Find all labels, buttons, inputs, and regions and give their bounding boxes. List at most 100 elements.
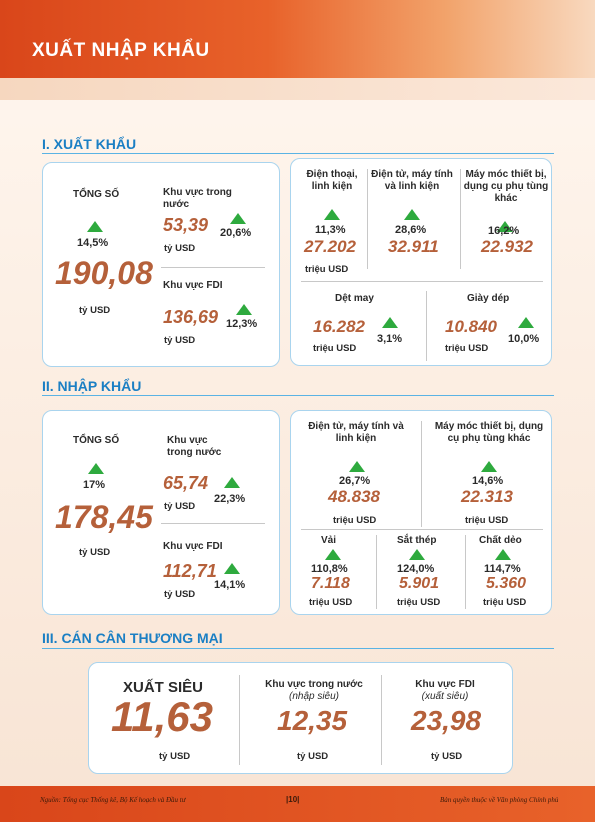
export-item-value: 27.202: [304, 237, 356, 256]
import-item-up-icon: [481, 461, 497, 472]
import-item-label: Điện tử, máy tính và linh kiện: [308, 421, 404, 444]
import-item-value: 22.313: [461, 487, 513, 506]
import-item-unit: triệu USD: [309, 597, 353, 608]
trade-fdi-unit: tỷ USD: [431, 751, 463, 762]
export-item-value: 22.932: [481, 237, 533, 256]
export-domestic-pct: 20,6%: [220, 227, 252, 239]
trade-domestic-value: 12,35: [277, 705, 348, 736]
export-item-pct: 16,2%: [488, 225, 520, 237]
export-fdi-unit: tỷ USD: [164, 335, 196, 346]
import-item-label: Chất dẻo: [479, 535, 522, 546]
trade-domestic-label: Khu vực trong nước: [265, 679, 363, 690]
import-item-value: 5.360: [486, 575, 527, 592]
export-items-card: Điện thoại, linh kiện 11,3% 27.202 triệu…: [290, 158, 552, 366]
trade-section-line: [42, 648, 554, 649]
export-item-label: Dệt may: [335, 293, 374, 304]
trade-surplus-unit: tỷ USD: [159, 751, 191, 762]
import-summary-divider: [161, 523, 265, 524]
footer-bar: [0, 786, 595, 822]
export-fdi-value: 136,69: [163, 307, 219, 327]
trade-section-title: III. CÁN CÂN THƯƠNG MẠI: [42, 630, 223, 646]
import-item-up-icon: [325, 549, 341, 560]
import-summary-card: TỔNG SỐ 17% 178,45 tỷ USD Khu vực trong …: [42, 410, 280, 615]
import-section-line: [42, 395, 554, 396]
import-item-value: 7.118: [311, 575, 350, 592]
page-title: XUẤT NHẬP KHẨU: [32, 40, 210, 61]
import-fdi-value: 112,71: [163, 561, 217, 581]
import-item-pct: 124,0%: [397, 563, 435, 575]
import-items-card: Điện tử, máy tính và linh kiện 26,7% 48.…: [290, 410, 552, 615]
trade-surplus-value: 11,63: [111, 693, 213, 740]
trade-domestic-unit: tỷ USD: [297, 751, 329, 762]
trade-surplus-label: XUẤT SIÊU: [123, 679, 204, 696]
export-domestic-value: 53,39: [163, 215, 209, 235]
export-item-up-icon: [497, 221, 513, 232]
import-section-title: II. NHẬP KHẨU: [42, 378, 142, 394]
export-total-unit: tỷ USD: [79, 305, 111, 316]
export-item-pct: 11,3%: [315, 224, 346, 236]
import-item-unit: triệu USD: [397, 597, 441, 608]
export-item-value: 32.911: [388, 237, 439, 256]
import-item-pct: 114,7%: [484, 563, 521, 575]
import-fdi-pct: 14,1%: [214, 579, 246, 591]
export-item-unit: triệu USD: [305, 264, 349, 275]
trade-fdi-label: Khu vực FDI: [415, 679, 475, 690]
export-item-divider: [367, 169, 368, 269]
header-band: [0, 78, 595, 100]
import-item-pct: 110,8%: [311, 563, 348, 575]
import-total-up-icon: [88, 463, 104, 474]
export-total-up-icon: [87, 221, 103, 232]
export-item-label: Điện tử, máy tính và linh kiện: [371, 169, 453, 192]
trade-fdi-value: 23,98: [411, 705, 482, 736]
import-domestic-value: 65,74: [163, 473, 209, 493]
export-item-value: 10.840: [445, 317, 497, 336]
import-domestic-up-icon: [224, 477, 240, 488]
trade-domestic-note: (nhập siêu): [288, 691, 340, 702]
footer-copyright: Bản quyền thuộc về Văn phòng Chính phủ: [440, 796, 559, 804]
export-item-pct: 28,6%: [395, 224, 427, 236]
import-total-label: TỔNG SỐ: [73, 435, 120, 446]
export-domestic-label: Khu vực trong nước: [163, 187, 232, 210]
export-section-line: [42, 153, 554, 154]
import-item-up-icon: [349, 461, 365, 472]
export-fdi-label: Khu vực FDI: [163, 280, 223, 291]
import-fdi-up-icon: [224, 563, 240, 574]
import-item-unit: triệu USD: [465, 515, 509, 526]
trade-fdi-note: (xuất siêu): [421, 691, 469, 702]
import-item-divider: [376, 535, 377, 609]
page-number: |10|: [286, 795, 300, 804]
export-item-up-icon: [518, 317, 534, 328]
export-section-title: I. XUẤT KHẨU: [42, 136, 137, 152]
import-item-up-icon: [495, 549, 511, 560]
export-item-unit: triệu USD: [445, 343, 489, 354]
export-item-label: Máy móc thiết bị, dụng cụ phụ tùng khác: [463, 169, 549, 204]
import-total-unit: tỷ USD: [79, 547, 111, 558]
import-item-pct: 26,7%: [339, 475, 371, 487]
trade-divider: [239, 675, 240, 765]
export-domestic-unit: tỷ USD: [164, 243, 196, 254]
import-fdi-unit: tỷ USD: [164, 589, 196, 600]
import-item-up-icon: [409, 549, 425, 560]
export-summary-card: TỔNG SỐ 14,5% 190,08 tỷ USD Khu vực tron…: [42, 162, 280, 367]
export-summary-divider: [161, 267, 265, 268]
export-item-unit: triệu USD: [313, 343, 357, 354]
import-item-divider: [421, 421, 422, 527]
export-item-label: Điện thoại, linh kiện: [306, 169, 358, 192]
export-total-value: 190,08: [55, 255, 153, 291]
export-item-up-icon: [324, 209, 340, 220]
import-item-value: 5.901: [399, 575, 440, 592]
import-item-pct: 14,6%: [472, 475, 504, 487]
export-fdi-pct: 12,3%: [226, 318, 258, 330]
export-total-label: TỔNG SỐ: [73, 189, 120, 200]
import-item-unit: triệu USD: [483, 597, 527, 608]
import-domestic-pct: 22,3%: [214, 493, 246, 505]
export-item-label: Giày dép: [467, 293, 510, 304]
import-domestic-unit: tỷ USD: [164, 501, 196, 512]
import-fdi-label: Khu vực FDI: [163, 541, 223, 552]
import-total-value: 178,45: [55, 499, 153, 535]
import-item-label: Máy móc thiết bị, dụng cụ phụ tùng khác: [434, 421, 544, 444]
export-item-value: 16.282: [313, 317, 365, 336]
export-item-up-icon: [382, 317, 398, 328]
export-total-pct: 14,5%: [77, 237, 109, 249]
export-item-divider: [426, 291, 427, 361]
